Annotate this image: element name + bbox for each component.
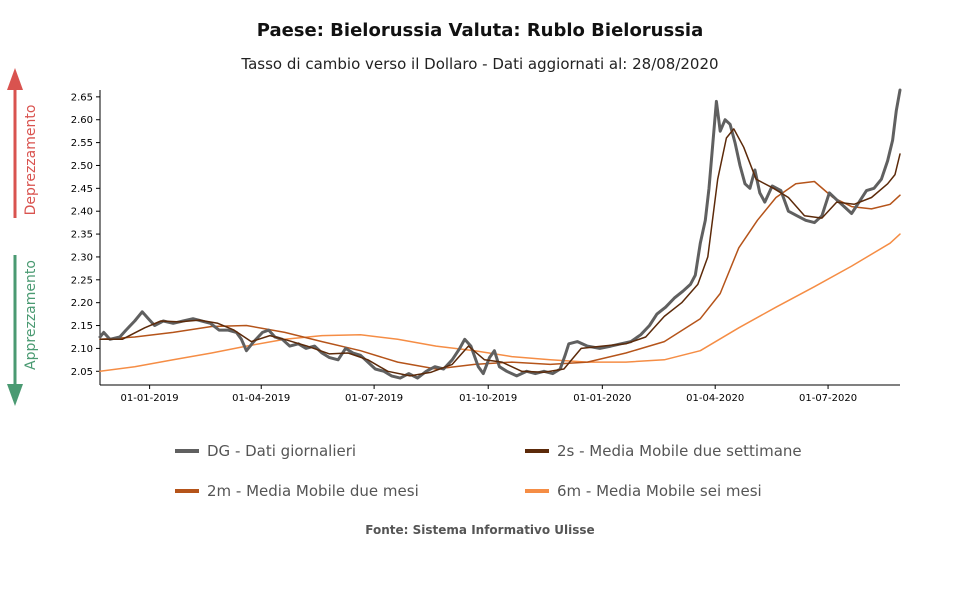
x-tick-label: 01-04-2019	[232, 393, 290, 404]
y-tick-label: 2.35	[71, 230, 93, 241]
appreciation-label: Apprezzamento	[23, 260, 39, 370]
chart-title: Paese: Bielorussia Valuta: Rublo Bieloru…	[256, 20, 704, 41]
x-tick-label: 01-04-2020	[686, 393, 744, 404]
legend-swatch-dg	[175, 449, 199, 453]
y-tick-label: 2.20	[71, 298, 93, 309]
y-tick-label: 2.25	[71, 275, 93, 286]
y-tick-label: 2.05	[71, 367, 93, 378]
x-tick-label: 01-10-2019	[459, 393, 517, 404]
y-tick-label: 2.60	[71, 115, 93, 126]
appreciation-arrow-head	[7, 384, 23, 406]
depreciation-label: Deprezzamento	[23, 104, 39, 216]
legend-item-2s[interactable]: 2s - Media Mobile due settimane	[525, 442, 802, 460]
series-lines	[98, 88, 902, 380]
legend-label-2m: 2m - Media Mobile due mesi	[207, 482, 419, 500]
y-tick-label: 2.15	[71, 321, 93, 332]
x-tick-label: 01-07-2019	[345, 393, 403, 404]
side-arrows	[7, 68, 23, 406]
depreciation-arrow-head	[7, 68, 23, 90]
y-tick-label: 2.45	[71, 184, 93, 195]
y-tick-label: 2.50	[71, 161, 93, 172]
legend-label-6m: 6m - Media Mobile sei mesi	[557, 482, 762, 500]
legend-label-dg: DG - Dati giornalieri	[207, 442, 357, 460]
y-tick-label: 2.55	[71, 138, 93, 149]
axes: 2.05 2.10 2.15 2.20 2.25 2.30 2.35 2.40 2.45 2.50…	[71, 90, 900, 404]
legend-swatch-2m	[175, 489, 199, 493]
legend-item-dg[interactable]: DG - Dati giornalieri	[175, 442, 356, 460]
y-tick-label: 2.65	[71, 92, 93, 103]
y-tick-label: 2.40	[71, 207, 93, 218]
series-line-dg	[98, 88, 902, 380]
series-line-6m	[99, 233, 901, 373]
legend-swatch-2s	[525, 449, 549, 453]
y-tick-label: 2.10	[71, 344, 93, 355]
x-tick-label: 01-01-2020	[573, 393, 631, 404]
chart-subtitle: Tasso di cambio verso il Dollaro - Dati …	[241, 55, 719, 73]
legend-item-2m[interactable]: 2m - Media Mobile due mesi	[175, 482, 419, 500]
source-note: Fonte: Sistema Informativo Ulisse	[365, 523, 595, 537]
legend-item-6m[interactable]: 6m - Media Mobile sei mesi	[525, 482, 762, 500]
x-tick-label: 01-01-2019	[121, 393, 179, 404]
series-line-2m	[99, 180, 901, 370]
y-tick-label: 2.30	[71, 252, 93, 263]
series-line-2s	[99, 128, 901, 377]
x-tick-label: 01-07-2020	[799, 393, 857, 404]
legend-swatch-6m	[525, 489, 549, 493]
legend-label-2s: 2s - Media Mobile due settimane	[557, 442, 802, 460]
